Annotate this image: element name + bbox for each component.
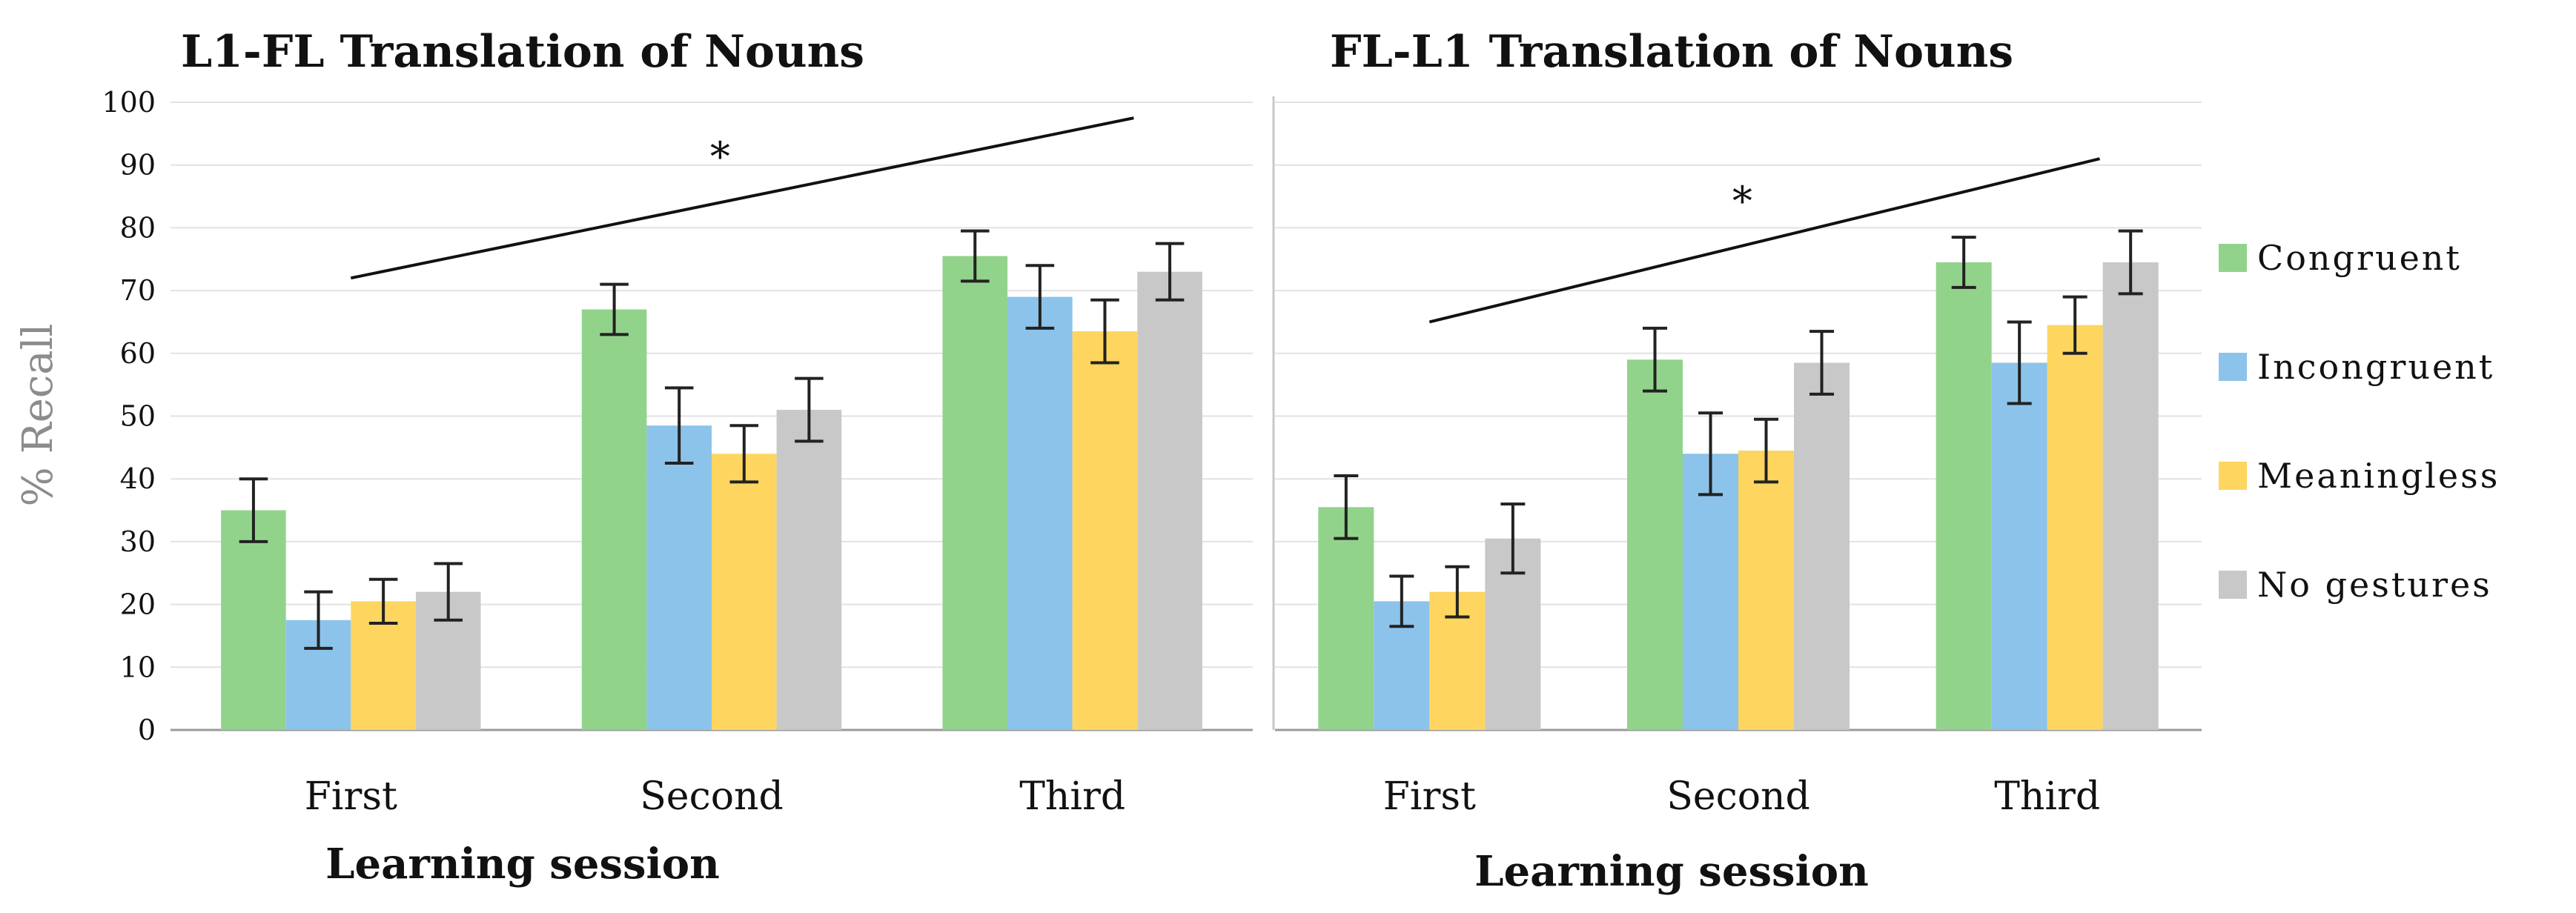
x-tick-label: First — [305, 774, 397, 819]
legend-swatch — [2219, 244, 2247, 272]
legend-swatch — [2219, 462, 2247, 490]
chart-title: L1-FL Translation of Nouns — [181, 26, 864, 78]
legend-label: Incongruent — [2257, 347, 2494, 387]
bars — [221, 256, 1202, 730]
x-tick-label: Third — [1994, 774, 2100, 819]
bar — [1794, 362, 1850, 730]
legend-label: Meaningless — [2257, 456, 2500, 496]
legend-label: No gestures — [2257, 565, 2492, 605]
chart-title: FL-L1 Translation of Nouns — [1330, 26, 2013, 78]
y-tick-label: 30 — [120, 525, 156, 558]
y-tick-label: 100 — [102, 86, 156, 119]
x-tick-labels: First Second Third — [1383, 774, 2100, 819]
trend-line — [1428, 157, 2100, 324]
bar — [776, 410, 842, 730]
legend-item: No gestures — [2219, 565, 2492, 605]
legend-item: Incongruent — [2219, 347, 2494, 387]
y-tick-label: 90 — [120, 149, 156, 182]
bar — [1683, 454, 1738, 730]
bar — [1738, 451, 1794, 730]
trend-line — [350, 116, 1134, 280]
y-tick-label: 60 — [120, 337, 156, 370]
x-tick-label: Third — [1019, 774, 1125, 819]
y-tick-label: 70 — [120, 274, 156, 307]
trend-annotation: * — [1428, 157, 2100, 324]
y-tick-label: 40 — [120, 462, 156, 495]
chart-l1-fl: L1-FL Translation of Nouns % Recall 0 10 2… — [14, 26, 1253, 889]
bar — [712, 454, 777, 730]
legend-item: Meaningless — [2219, 456, 2500, 496]
chart-fl-l1: FL-L1 Translation of Nouns * First Second… — [1275, 26, 2202, 896]
legend-swatch — [2219, 353, 2247, 381]
x-axis-label: Learning session — [1474, 847, 1869, 896]
y-tick-label: 0 — [138, 714, 156, 746]
bar — [1137, 271, 1202, 730]
bar — [221, 510, 286, 730]
significance-marker: * — [1732, 178, 1752, 225]
x-tick-label: First — [1383, 774, 1476, 819]
bar — [942, 256, 1008, 730]
y-tick-label: 10 — [120, 651, 156, 683]
x-axis-label: Learning session — [325, 840, 720, 889]
y-tick-label: 80 — [120, 211, 156, 244]
error-bars — [1334, 229, 2143, 628]
bar — [1991, 362, 2047, 730]
y-tick-labels: 0 10 20 30 40 50 60 70 80 90 100 — [102, 86, 156, 746]
bar — [2102, 262, 2159, 730]
significance-marker: * — [710, 133, 730, 180]
bar — [1318, 507, 1374, 730]
bars — [1318, 262, 2159, 730]
bar — [1936, 262, 1992, 730]
y-tick-label: 50 — [120, 400, 156, 433]
y-tick-label: 20 — [120, 588, 156, 621]
x-tick-labels: First Second Third — [305, 774, 1125, 819]
bar — [1007, 296, 1073, 730]
trend-annotation: * — [350, 116, 1134, 280]
legend: Congruent Incongruent Meaningless No gestur… — [2219, 238, 2500, 605]
bar — [581, 309, 647, 730]
bar — [646, 425, 712, 730]
bar — [1627, 359, 1683, 730]
error-bars — [239, 229, 1185, 650]
legend-swatch — [2219, 571, 2247, 599]
legend-item: Congruent — [2219, 238, 2462, 278]
y-axis-label: % Recall — [14, 324, 62, 507]
bar — [1072, 331, 1138, 730]
x-tick-label: Second — [640, 774, 784, 819]
legend-label: Congruent — [2257, 238, 2462, 278]
x-tick-label: Second — [1666, 774, 1810, 819]
bar — [2047, 325, 2103, 730]
